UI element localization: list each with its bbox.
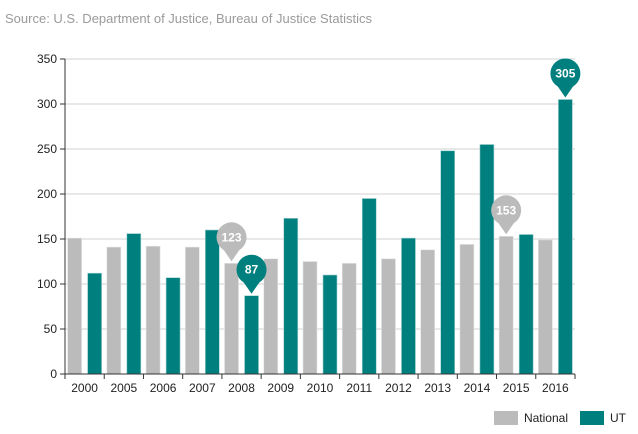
legend-swatch-national: [493, 411, 518, 425]
x-tick-label: 2010: [307, 381, 334, 395]
bar-national-2010: [302, 261, 318, 375]
x-tick-label: 2007: [189, 381, 216, 395]
legend-item-ut[interactable]: UT: [580, 411, 626, 425]
bar-national-2000: [67, 237, 82, 375]
bar-ut-2008: [244, 295, 259, 375]
bar-national-2011: [341, 262, 357, 375]
bar-national-2009: [263, 258, 279, 375]
callout-bubble: [491, 195, 522, 226]
x-tick-label: 2015: [503, 381, 530, 395]
y-tick-label: 150: [37, 232, 57, 246]
x-tick-label: 2011: [346, 381, 372, 395]
legend-label-ut: UT: [610, 411, 626, 425]
legend-item-national[interactable]: National: [493, 411, 568, 425]
bar-ut-2009: [283, 218, 299, 375]
bar-national-2015: [498, 236, 514, 375]
callout-2008-ut: 87: [236, 254, 267, 294]
bar-national-2013: [420, 249, 435, 375]
legend-label-national: National: [523, 411, 568, 425]
x-tick-label: 2012: [385, 381, 412, 395]
y-tick-label: 50: [44, 322, 58, 336]
legend-swatch-ut: [580, 411, 604, 425]
callout-label: 305: [555, 67, 575, 81]
y-tick-label: 350: [37, 52, 57, 66]
bar-ut-2015: [518, 234, 534, 375]
x-tick-label: 2014: [464, 381, 491, 395]
callout-bubble: [216, 222, 247, 253]
y-tick-label: 200: [37, 187, 57, 201]
y-tick-label: 250: [37, 142, 57, 156]
callout-2016-ut: 305: [550, 58, 581, 98]
y-tick-label: 300: [37, 97, 57, 111]
x-tick-label: 2006: [150, 381, 177, 395]
x-tick-label: 2009: [267, 381, 294, 395]
callout-bubble: [550, 58, 581, 89]
y-tick-label: 0: [50, 367, 57, 381]
source-note: Source: U.S. Department of Justice, Bure…: [5, 11, 373, 26]
bar-national-2016: [538, 239, 553, 375]
bar-ut-2011: [361, 198, 377, 375]
bar-national-2012: [381, 258, 396, 375]
bar-ut-2005: [126, 233, 142, 375]
y-tick-label: 100: [37, 277, 57, 291]
callout-label: 123: [222, 230, 242, 244]
bar-ut-2007: [205, 229, 220, 375]
bar-national-2014: [459, 244, 475, 375]
callout-label: 153: [496, 203, 516, 217]
bar-ut-2016: [558, 99, 573, 375]
bar-ut-2012: [401, 237, 416, 375]
legend: National UT: [493, 411, 626, 425]
callout-label: 87: [245, 263, 259, 277]
x-tick-label: 2013: [424, 381, 451, 395]
bar-national-2007: [185, 246, 200, 375]
bar-national-2006: [145, 245, 161, 375]
callout-2008-national: 123: [216, 222, 247, 262]
x-tick-label: 2000: [71, 381, 98, 395]
bar-ut-2010: [322, 274, 338, 375]
x-tick-label: 2016: [542, 381, 569, 395]
bar-national-2008: [224, 262, 239, 375]
x-tick-label: 2008: [228, 381, 255, 395]
bar-ut-2000: [87, 272, 102, 375]
bar-ut-2013: [440, 150, 455, 375]
bar-ut-2014: [479, 144, 495, 375]
bar-national-2005: [106, 246, 122, 375]
bar-ut-2006: [165, 277, 181, 375]
callout-2015-national: 153: [491, 195, 522, 235]
x-tick-label: 2005: [110, 381, 137, 395]
callout-bubble: [236, 254, 267, 285]
